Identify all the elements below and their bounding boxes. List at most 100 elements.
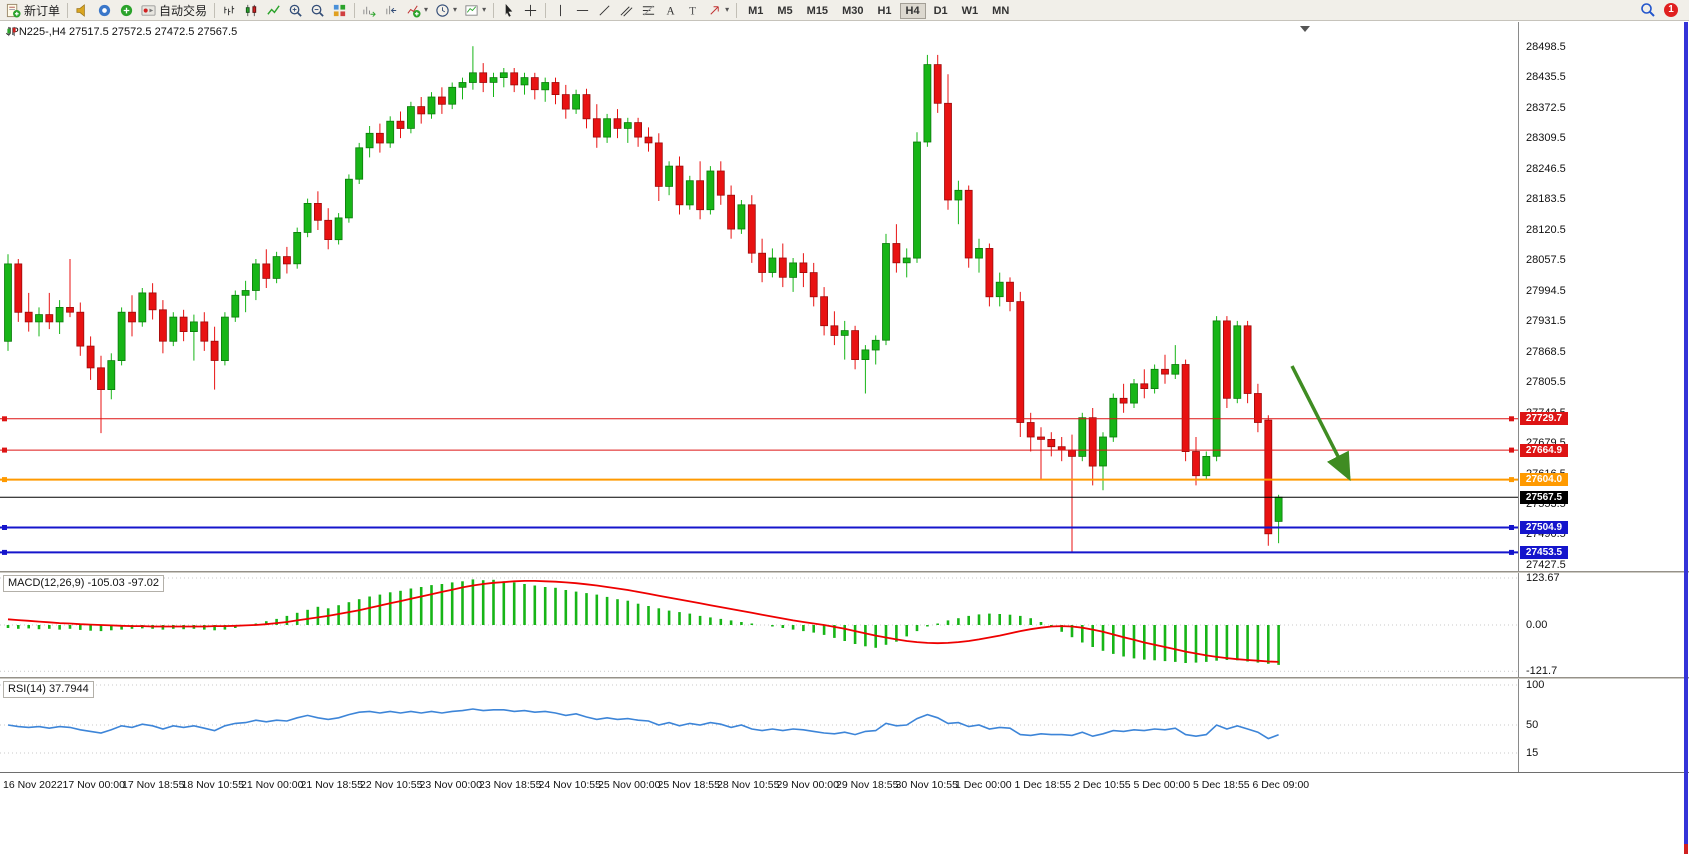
price-axis-label: 27427.5 <box>1526 558 1566 571</box>
text-button[interactable]: A <box>660 1 681 20</box>
indicators-caret-icon: ▾ <box>424 5 429 14</box>
main-chart-pane[interactable]: JPN225-,H4 27517.5 27572.5 27472.5 27567… <box>0 22 1518 571</box>
pane-divider[interactable] <box>0 677 1689 679</box>
rsi-axis-label: 50 <box>1526 719 1539 731</box>
pane-divider[interactable] <box>0 571 1689 573</box>
arrows-caret-icon: ▾ <box>725 5 730 14</box>
crosshair-button[interactable] <box>520 1 541 20</box>
trend-arrow-object[interactable] <box>1290 365 1351 482</box>
time-axis-label: 22 Nov 10:55 <box>360 779 423 791</box>
price-axis-label: 27994.5 <box>1526 284 1566 297</box>
chart-shift-button[interactable] <box>381 1 402 20</box>
time-axis-label: 18 Nov 10:55 <box>181 779 244 791</box>
channel-button[interactable] <box>616 1 637 20</box>
fibonacci-button[interactable] <box>638 1 659 20</box>
arrows-button[interactable]: ▾ <box>704 1 732 20</box>
time-axis-label: 30 Nov 10:55 <box>895 779 958 791</box>
bar-chart-button[interactable] <box>219 1 240 20</box>
line-chart-button[interactable] <box>263 1 284 20</box>
toolbar-separator <box>214 2 216 18</box>
new-order-button[interactable]: 新订单 <box>3 1 63 20</box>
indicators-icon <box>407 5 421 18</box>
rsi-axis-label: 15 <box>1526 747 1539 759</box>
new-order-icon <box>6 3 21 18</box>
tf-button-m15[interactable]: M15 <box>801 3 834 19</box>
horizontal-line-object[interactable] <box>0 549 1518 555</box>
auto-scroll-button[interactable] <box>359 1 380 20</box>
tf-button-d1[interactable]: D1 <box>928 3 954 19</box>
toolbar-separator <box>736 2 738 18</box>
tile-windows-button[interactable] <box>329 1 350 20</box>
rsi-pane[interactable]: RSI(14) 37.7944 <box>0 679 1518 772</box>
tile-windows-icon <box>333 4 346 16</box>
price-axis[interactable]: 28498.5 28435.5 28372.5 28309.5 28246.5 28183… <box>1518 22 1689 772</box>
horizontal-line-object[interactable] <box>0 416 1518 422</box>
auto-trading-button[interactable]: 自动交易 <box>138 1 210 20</box>
notification-badge[interactable]: 1 <box>1664 3 1678 17</box>
price-axis-label: 28372.5 <box>1526 101 1566 114</box>
time-axis-label: 25 Nov 00:00 <box>598 779 661 791</box>
tf-button-mn[interactable]: MN <box>986 3 1015 19</box>
vertical-line-button[interactable] <box>550 1 571 20</box>
cursor-button[interactable] <box>498 1 519 20</box>
tf-button-m1[interactable]: M1 <box>742 3 769 19</box>
tf-button-h4[interactable]: H4 <box>899 3 926 19</box>
templates-caret-icon: ▾ <box>482 5 487 14</box>
time-axis-label: 5 Dec 18:55 <box>1193 779 1250 791</box>
price-tag: 27664.9 <box>1520 443 1568 457</box>
clock-icon <box>436 3 449 17</box>
price-axis-label: 28183.5 <box>1526 193 1566 206</box>
main-chart-svg <box>0 26 1518 555</box>
zoom-in-icon <box>289 4 302 17</box>
bar-chart-icon <box>224 5 235 15</box>
time-axis-label: 5 Dec 00:00 <box>1133 779 1191 791</box>
price-axis-label: 27868.5 <box>1526 345 1566 358</box>
zoom-out-button[interactable] <box>307 1 328 20</box>
time-axis-label: 17 Nov 00:00 <box>62 779 125 791</box>
rsi-line <box>7 708 1279 740</box>
chart-shift-marker[interactable] <box>1300 26 1310 32</box>
tf-button-m5[interactable]: M5 <box>771 3 798 19</box>
horizontal-line-button[interactable] <box>572 1 593 20</box>
tf-button-w1[interactable]: W1 <box>956 3 985 19</box>
zoom-in-button[interactable] <box>285 1 306 20</box>
toolbar-separator <box>354 2 356 18</box>
announcement-icon <box>76 3 85 17</box>
fibonacci-icon <box>642 4 655 16</box>
line-chart-icon <box>267 4 280 15</box>
support-button[interactable] <box>94 1 115 20</box>
auto-trading-icon <box>141 4 156 16</box>
time-axis-label: 23 Nov 00:00 <box>419 779 482 791</box>
horizontal-line-object[interactable] <box>0 477 1518 483</box>
macd-pane[interactable]: MACD(12,26,9) -105.03 -97.02 <box>0 573 1518 677</box>
time-axis-label: 1 Dec 00:00 <box>955 779 1012 791</box>
label-button[interactable]: T <box>682 1 703 20</box>
price-axis-label: 28057.5 <box>1526 254 1566 267</box>
time-axis[interactable]: 16 Nov 2022 17 Nov 00:00 17 Nov 18:55 18 No… <box>0 772 1689 858</box>
search-button[interactable] <box>1637 1 1659 20</box>
channel-icon <box>620 5 633 16</box>
indicators-button[interactable]: ▾ <box>403 1 431 20</box>
tf-button-m30[interactable]: M30 <box>836 3 869 19</box>
trendline-button[interactable] <box>594 1 615 20</box>
community-button[interactable] <box>116 1 137 20</box>
price-tag: 27567.5 <box>1520 490 1568 504</box>
tf-button-h1[interactable]: H1 <box>871 3 897 19</box>
price-axis-label: 28309.5 <box>1526 132 1566 145</box>
vertical-line-icon <box>560 4 562 16</box>
announcement-button[interactable] <box>72 1 93 20</box>
periods-button[interactable]: ▾ <box>432 1 460 20</box>
price-axis-label: 27931.5 <box>1526 315 1566 328</box>
horizontal-line-object[interactable] <box>0 525 1518 530</box>
zoom-out-icon <box>311 4 324 17</box>
price-axis-label: 28120.5 <box>1526 223 1566 236</box>
price-tag: 27729.7 <box>1520 412 1568 426</box>
candlestick-chart-button[interactable] <box>241 1 262 20</box>
right-edge-corner <box>1684 844 1688 854</box>
svg-text:T: T <box>689 5 696 17</box>
horizontal-line-object[interactable] <box>0 447 1518 453</box>
time-axis-label: 17 Nov 18:55 <box>122 779 185 791</box>
templates-button[interactable]: ▾ <box>461 1 489 20</box>
right-edge-scrollbar[interactable] <box>1684 22 1688 844</box>
horizontal-line-icon <box>576 9 589 11</box>
